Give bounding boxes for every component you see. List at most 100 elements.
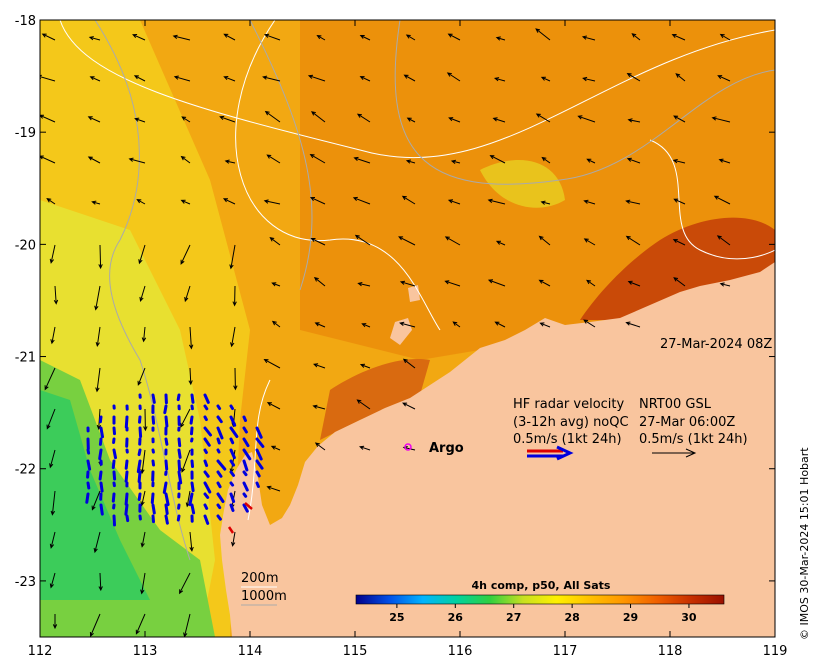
gsl-arrow [487,279,506,287]
hf-radar-arrow [255,426,263,439]
gsl-arrow [132,34,146,41]
gsl-arrow [229,244,236,270]
argo-marker [404,443,412,451]
gsl-arrow [492,117,506,123]
gsl-arrow [98,244,103,270]
gsl-arrow [172,34,191,41]
hf-radar-arrow [216,492,225,503]
hf-radar-arrow [151,514,155,524]
gsl-arrow [627,118,641,123]
gsl-arrow [136,199,146,205]
gsl-arrow [719,33,731,41]
gsl-arrow [399,280,416,287]
hf-radar-arrow [99,481,104,493]
hf-radar-arrow [216,426,224,440]
gsl-arrow [219,115,236,123]
gsl-arrow [46,198,56,205]
gsl-arrow [399,321,416,328]
colorbar-tick-label: 29 [623,611,638,624]
gsl-arrow [538,279,551,287]
hf-radar-arrow [203,514,210,525]
gsl-arrow [493,77,506,82]
gsl-arrow [180,155,191,164]
gsl-arrow [583,238,596,246]
gsl-arrow [356,113,371,123]
gsl-arrow [495,36,506,41]
hf-radar-arrow [177,437,182,448]
hf-radar-arrow [164,437,169,446]
gsl-arrow [444,236,461,246]
gsl-arrow [188,326,194,350]
gsl-arrow [95,326,101,348]
hf-radar-arrow [255,437,265,448]
lon-tick-label: 119 [763,644,788,659]
gsl-arrow [583,199,596,205]
hf-radar-arrow [229,503,235,512]
gsl-arrow [405,159,416,164]
gsl-current-arrows [40,28,731,637]
gsl-arrow [577,115,596,123]
gsl-arrow [94,285,101,311]
gsl-arrow [135,613,146,635]
gsl-arrow [487,198,506,205]
gsl-arrow [40,155,56,164]
gsl-arrow [266,402,281,410]
hf-radar-arrow [203,448,208,454]
gsl-arrow [231,531,236,547]
nrt-scale-arrow [652,448,697,458]
hf-radar-arrow [98,415,103,424]
gsl-arrow [672,239,686,246]
gsl-arrow [717,75,731,82]
gsl-arrow [631,33,641,41]
hf-radar-arrow [151,503,156,515]
gsl-arrow [49,531,56,549]
hf-radar-arrow [216,481,222,489]
gsl-arrow [627,280,641,287]
gsl-arrow [40,114,56,123]
colorbar [355,594,725,605]
gsl-arrow [89,76,101,82]
gsl-arrow [223,33,236,41]
hf-radar-arrow [99,426,104,439]
hf-radar-arrow [150,492,155,504]
gsl-arrow [49,572,56,589]
lat-tick-label: -18 [15,14,36,29]
gsl-arrow [266,154,281,164]
gsl-arrow [719,282,731,287]
gsl-arrow [402,402,416,410]
gsl-arrow [446,72,461,82]
lon-tick-label: 115 [343,644,368,659]
gsl-arrow [541,156,551,164]
gsl-arrow [262,75,281,82]
hf-radar-arrow [229,448,236,460]
gsl-arrow [447,199,461,205]
lon-tick-label: 117 [553,644,578,659]
gsl-arrow [406,117,416,123]
hf-radar-arrow [111,459,116,469]
gsl-arrow [50,490,56,516]
gsl-arrow [180,199,191,205]
hf-radar-arrow [85,492,90,504]
gsl-arrow [188,367,193,386]
lat-tick-label: -21 [15,351,36,366]
lat-tick-label: -19 [15,126,36,141]
gsl-arrow [357,282,371,287]
colorbar-ticks: 25 26 27 28 29 30 [389,604,697,624]
gsl-arrow [141,326,147,343]
gsl-arrow [309,154,326,164]
hf-radar-arrow [242,448,252,461]
gsl-arrow [173,75,191,82]
hf-radar-arrow [203,503,209,510]
hf-radar-arrow [86,448,91,455]
colorbar-tick-label: 26 [448,611,464,624]
gsl-arrow [538,235,551,246]
gsl-arrow [359,35,371,41]
hf-radar-arrow [229,492,236,503]
hf-radar-arrow [255,470,261,478]
sst-hot-patch-east [580,217,775,320]
hf-radar-arrow [242,503,249,513]
hf-radar-arrow [190,426,194,436]
gsl-arrow [263,359,281,369]
gsl-arrow [711,116,731,123]
gsl-arrow [312,404,326,410]
